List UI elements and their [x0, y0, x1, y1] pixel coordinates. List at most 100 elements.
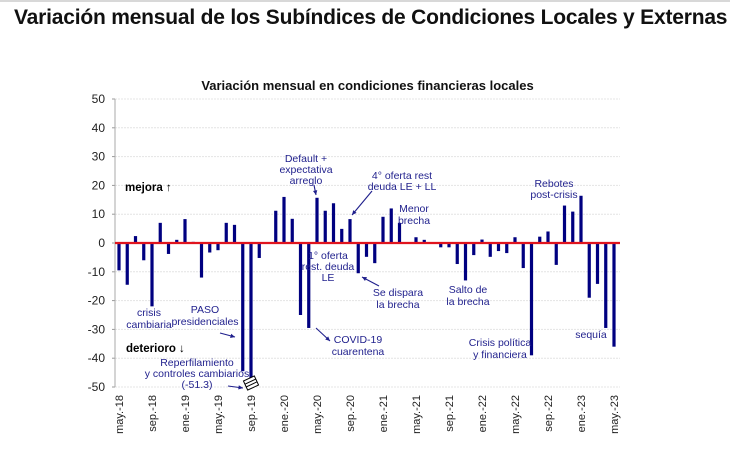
annotation-line: Crisis política: [469, 337, 532, 349]
y-axis: 50 40 30 20 10 0 -10 -20 -30 -40 -50: [88, 92, 116, 394]
annotation-crisis-cambiaria: crisis cambiaria: [126, 307, 172, 331]
annotation-line: la brecha: [376, 299, 419, 311]
y-tick-label: -50: [88, 380, 106, 394]
y-tick-label: 50: [92, 92, 106, 106]
annotation-line: 1° oferta: [308, 250, 348, 262]
bar: [323, 210, 327, 243]
x-axis: may.-18 sep.-18 ene.-19 may.-19 sep.-19 ene.-…: [114, 395, 621, 434]
annotation-line: y controles cambiarios: [145, 368, 249, 380]
annotation-line: brecha: [398, 215, 430, 227]
bar: [348, 219, 352, 243]
x-tick-label: may.-18: [114, 395, 126, 434]
bar: [397, 222, 402, 243]
bar: [389, 208, 393, 243]
x-tick-label: sep.-19: [246, 395, 258, 432]
annotation-line: cuarentena: [332, 346, 385, 358]
bar: [199, 243, 204, 278]
bar: [579, 195, 583, 243]
bar: [381, 216, 385, 243]
break-line: [244, 378, 257, 385]
bar: [117, 243, 121, 271]
annotation-mejora: mejora ↑: [125, 182, 172, 194]
bar: [274, 210, 278, 243]
bar: [307, 243, 311, 328]
annotation-line: cambiaria: [126, 319, 172, 331]
bar: [612, 243, 616, 347]
annotation-default: Default + expectativa arreglo: [279, 153, 332, 187]
bar: [463, 243, 468, 281]
bar: [595, 243, 600, 284]
bar: [554, 243, 558, 265]
bar: [142, 243, 146, 261]
bar: [480, 239, 484, 243]
y-tick-label: 0: [98, 236, 105, 250]
y-tick-label: -30: [88, 322, 106, 336]
annotation-line: expectativa: [279, 164, 332, 176]
bar: [414, 237, 418, 243]
y-tick-label: -20: [88, 294, 106, 308]
bar: [546, 231, 550, 243]
bar: [340, 228, 344, 243]
x-tick-label: ene.-22: [477, 395, 489, 432]
x-tick-label: sep.-20: [345, 395, 357, 432]
top-divider: [0, 0, 730, 2]
bar: [133, 236, 138, 243]
annotation-rebotes: Rebotes post-crisis: [530, 178, 577, 201]
annotation-line: Menor: [399, 203, 429, 215]
bar: [183, 219, 187, 243]
annotation-line: sequía: [575, 329, 607, 341]
x-tick-label: may.-19: [213, 395, 225, 434]
bar: [488, 243, 492, 257]
bar: [125, 243, 129, 285]
bar: [249, 243, 253, 387]
annotation-line: Se dispara: [373, 287, 423, 299]
bar: [290, 218, 294, 243]
annotation-line: Reperfilamiento: [160, 357, 234, 369]
y-tick-label: 20: [92, 178, 106, 192]
annotation-line: 4° oferta rest: [372, 170, 432, 182]
bar: [158, 222, 162, 243]
x-tick-label: ene.-19: [180, 395, 192, 432]
x-tick-label: ene.-20: [279, 395, 291, 432]
y-tick-label: -10: [88, 265, 106, 279]
page-title: Variación mensual de los Subíndices de C…: [14, 6, 728, 29]
bar: [439, 243, 443, 248]
annotation-cuarta-oferta: 4° oferta rest deuda LE + LL: [368, 170, 437, 193]
cuarta-oferta-arrow-head: [352, 210, 357, 215]
annotation-deterioro: deterioro ↓: [126, 343, 185, 355]
bar: [538, 236, 542, 243]
bar: [175, 239, 179, 243]
break-line: [245, 381, 258, 388]
annotation-line: crisis: [137, 307, 161, 319]
x-tick-label: ene.-21: [378, 395, 390, 432]
bar: [232, 224, 237, 243]
annotation-line: y financiera: [473, 349, 527, 361]
bar: [513, 237, 517, 243]
default-arrow-head: [312, 190, 318, 195]
y-tick-label: 10: [92, 207, 106, 221]
annotation-line: post-crisis: [530, 189, 577, 201]
bar: [315, 197, 319, 243]
annotation-primera-oferta: 1° oferta rest. deuda LE: [302, 250, 355, 284]
annotation-crisis-politica: Crisis política y financiera: [469, 337, 532, 361]
annotation-line: COVID-19: [334, 334, 383, 346]
chart-title: Variación mensual en condiciones financi…: [201, 78, 534, 93]
bar: [257, 243, 261, 258]
y-tick-label: 40: [92, 121, 106, 135]
gridlines: [115, 98, 620, 388]
bar: [298, 243, 303, 315]
annotation-line: la brecha: [446, 296, 489, 308]
annotation-line: LE: [322, 272, 335, 284]
paso-arrow-head: [230, 333, 235, 338]
se-dispara-arrow-head: [362, 277, 367, 282]
annotation-line: PASO: [191, 304, 219, 316]
annotation-line: Rebotes: [534, 178, 573, 190]
x-tick-label: ene.-23: [576, 395, 588, 432]
annotation-line: rest. deuda: [302, 261, 355, 273]
cuarta-oferta-arrow-line: [351, 190, 373, 216]
bar: [150, 243, 154, 307]
bar: [529, 243, 534, 356]
annotation-line: Salto de: [449, 284, 488, 296]
